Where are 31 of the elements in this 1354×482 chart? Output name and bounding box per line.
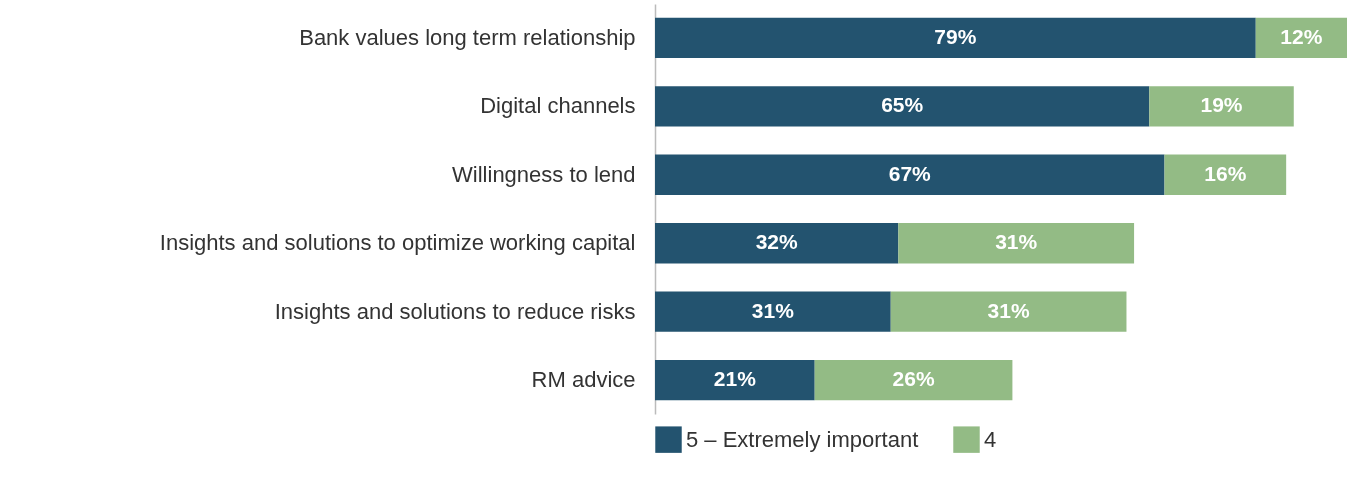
y-tick-label: RM advice	[531, 367, 636, 393]
data-label: 32%	[755, 230, 799, 254]
data-label: 65%	[881, 93, 924, 117]
data-label: 67%	[888, 161, 932, 185]
legend-label: 4	[984, 426, 997, 452]
data-label: 79%	[934, 24, 977, 48]
bar	[655, 291, 891, 332]
y-tick-label: Insights and solutions to optimize working capital	[159, 230, 636, 256]
legend-label: 5 – Extremely important	[686, 426, 919, 452]
data-label: 31%	[751, 298, 795, 322]
y-tick-label: Bank values long term relationship	[299, 24, 636, 50]
data-label: 26%	[892, 367, 935, 391]
data-label: 21%	[713, 367, 757, 391]
bar	[655, 359, 815, 401]
y-tick-label: Insights and solutions to reduce risks	[274, 298, 636, 324]
bar	[890, 291, 1127, 332]
bar	[814, 359, 1013, 401]
y-tick-label: Willingness to lend	[452, 161, 636, 187]
data-label: 19%	[1200, 93, 1243, 117]
bar	[655, 17, 1256, 59]
data-label: 31%	[987, 298, 1030, 322]
y-tick-label: Digital channels	[480, 93, 636, 119]
bar	[1149, 86, 1294, 127]
bar	[898, 223, 1135, 264]
data-label: 16%	[1204, 161, 1247, 185]
bar	[655, 223, 899, 264]
bar	[1164, 154, 1287, 195]
bar	[655, 86, 1150, 127]
data-label: 12%	[1280, 24, 1323, 48]
bar	[655, 154, 1165, 195]
data-label: 31%	[995, 230, 1038, 254]
